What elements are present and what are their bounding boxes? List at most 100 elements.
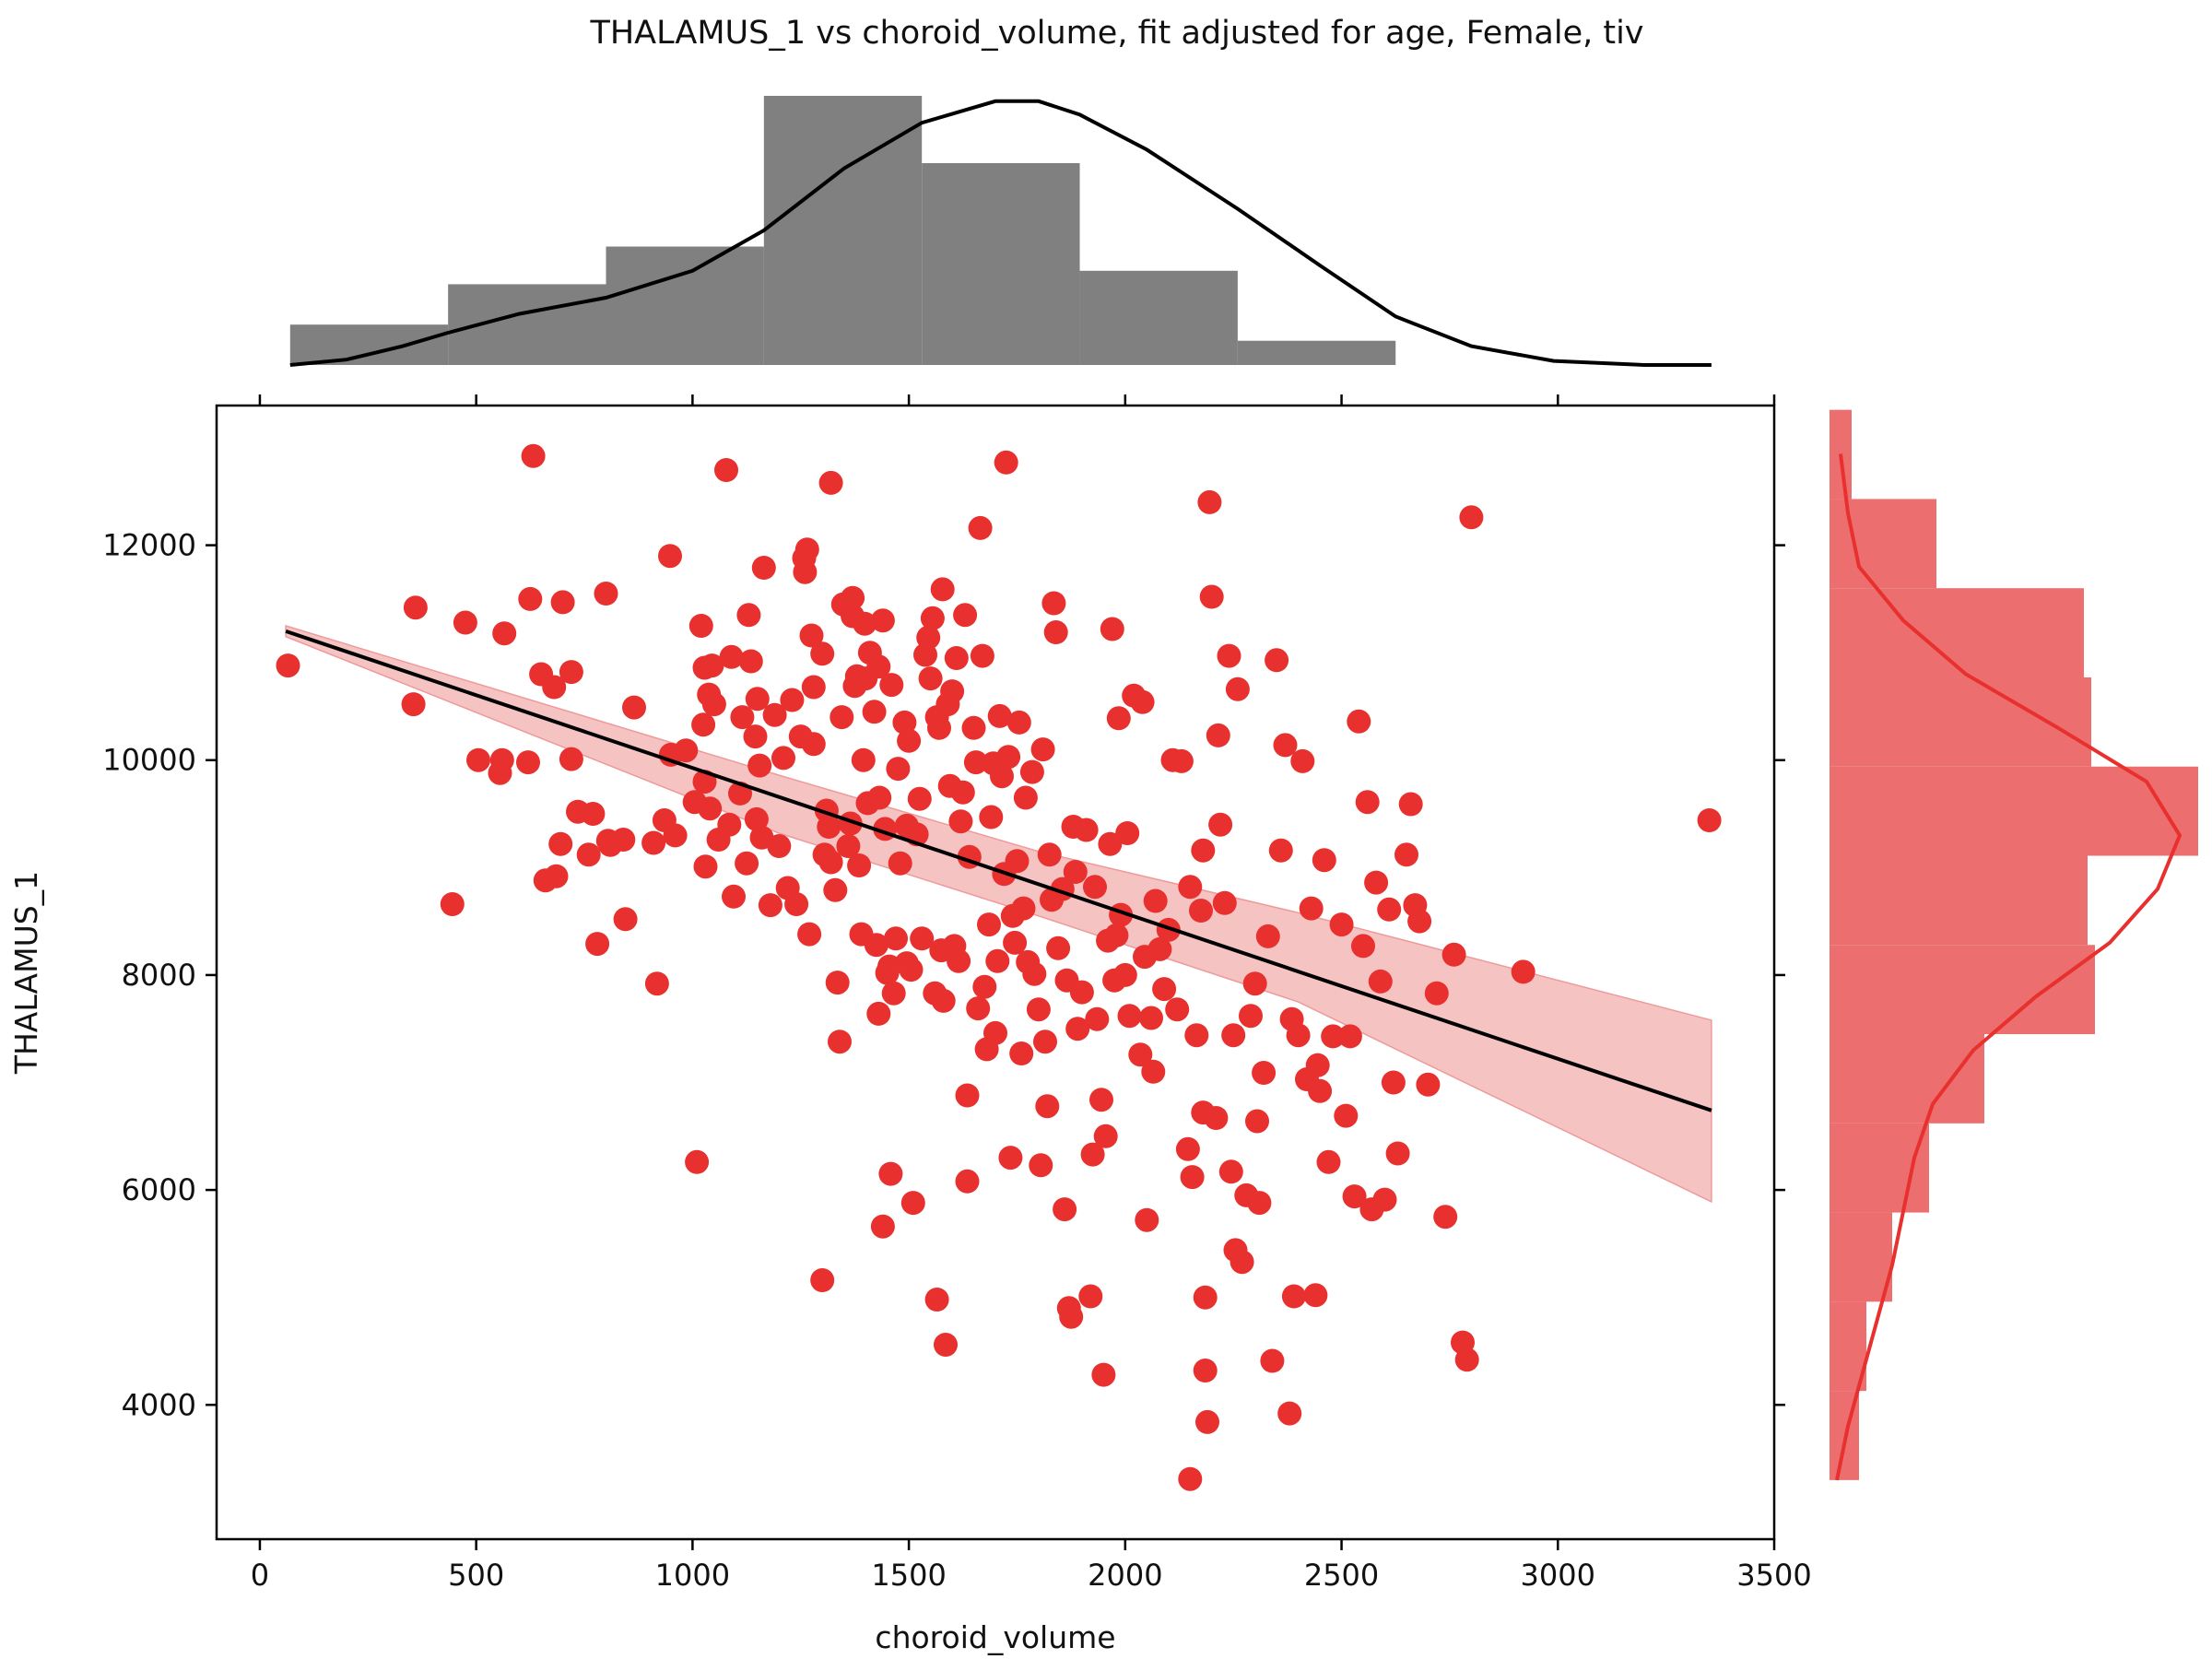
scatter-point [907,786,932,811]
scatter-point [1377,897,1402,922]
scatter-point [663,823,688,848]
scatter-point [878,1161,903,1186]
scatter-point [1112,962,1137,987]
scatter-point [276,653,300,678]
scatter-point [920,606,945,630]
scatter-point [881,981,906,1006]
scatter-point [797,922,822,947]
scatter-point [1197,489,1222,514]
scatter-point [818,850,843,875]
scatter-point [823,877,848,902]
right-histogram-bar [1830,1212,1892,1302]
scatter-point [1199,584,1224,609]
scatter-point [900,1191,925,1216]
scatter-point [1252,1061,1277,1085]
scatter-point [994,450,1018,475]
scatter-point [1303,1283,1328,1308]
scatter-point [977,912,1001,937]
scatter-point [1013,785,1038,810]
scatter-point [1139,1006,1163,1030]
scatter-point [794,537,819,562]
scatter-point [544,864,569,888]
scatter-point [1191,838,1216,863]
scatter-point [1169,748,1194,773]
scatter-point [1165,997,1190,1022]
scatter-point [966,996,991,1021]
scatter-point [1305,1053,1330,1077]
scatter-point [1347,709,1371,734]
scatter-point [403,595,428,620]
top-histogram-bar [1079,270,1238,365]
scatter-point [744,806,769,831]
scatter-point [953,603,978,628]
scatter-point [1208,812,1233,837]
scatter-point [1212,890,1237,915]
scatter-point [658,544,682,569]
scatter-point [793,559,818,584]
scatter-point [1321,1024,1346,1049]
right-histogram-bar [1830,1123,1929,1213]
right-histogram-bar [1830,766,2198,856]
scatter-point [738,649,763,674]
scatter-point [1281,1284,1306,1309]
scatter-point [576,842,601,867]
scatter-point [892,710,917,735]
scatter-point [1230,1250,1254,1275]
top-marginal-histogram [289,96,1712,367]
scatter-point [1019,759,1044,784]
scatter-point [685,1149,710,1174]
scatter-point [644,971,669,996]
right-histogram-bar [1830,945,2095,1035]
scatter-point [1308,1078,1333,1103]
scatter-point [1312,848,1336,873]
scatter-point [1337,1024,1362,1049]
y-tick-label: 6000 [122,1172,196,1207]
scatter-point [1065,1017,1090,1041]
scatter-point [1100,617,1124,641]
scatter-point [613,907,638,932]
scatter-point [1342,1184,1367,1209]
scatter-point [736,603,761,628]
scatter-point [489,747,514,772]
scatter-point [700,653,724,678]
scatter-point [1104,923,1129,947]
scatter-point [972,974,997,999]
scatter-point [948,809,973,834]
scatter-point [1398,792,1423,817]
scatter-point [1037,842,1062,867]
scatter-point [968,515,993,540]
chart-title: THALAMUS_1 vs choroid_volume, fit adjust… [589,15,1643,52]
x-tick-label: 0 [251,1558,269,1593]
scatter-point [641,830,666,855]
scatter-point [521,443,546,468]
scatter-point [1273,733,1298,758]
scatter-point [1115,821,1140,845]
right-histogram-bar [1830,588,2084,677]
scatter-point [1355,790,1380,815]
scatter-point [516,750,540,775]
y-axis-label: THALAMUS_1 [8,871,44,1075]
top-histogram-bar [606,246,764,365]
scatter-point [1299,896,1324,921]
scatter-point [818,470,843,495]
scatter-point [1255,924,1280,948]
scatter-point [1193,1285,1218,1310]
scatter-point [1143,888,1168,913]
scatter-point [862,700,887,724]
scatter-point [1175,1136,1200,1161]
scatter-point [870,1214,895,1239]
top-kde-curve [289,99,1712,367]
scatter-point [955,1169,980,1194]
scatter-point [717,812,742,837]
scatter-point [879,673,904,698]
scatter-point [1046,935,1071,960]
scatter-point [784,892,809,916]
scatter-point [1247,1191,1272,1216]
scatter-point [693,854,718,879]
scatter-point [1106,706,1131,731]
right-histogram-bar [1830,677,2091,767]
scatter-point [1697,808,1722,832]
scatter-point [947,948,971,973]
scatter-point [801,675,826,700]
scatter-point [1005,849,1030,874]
